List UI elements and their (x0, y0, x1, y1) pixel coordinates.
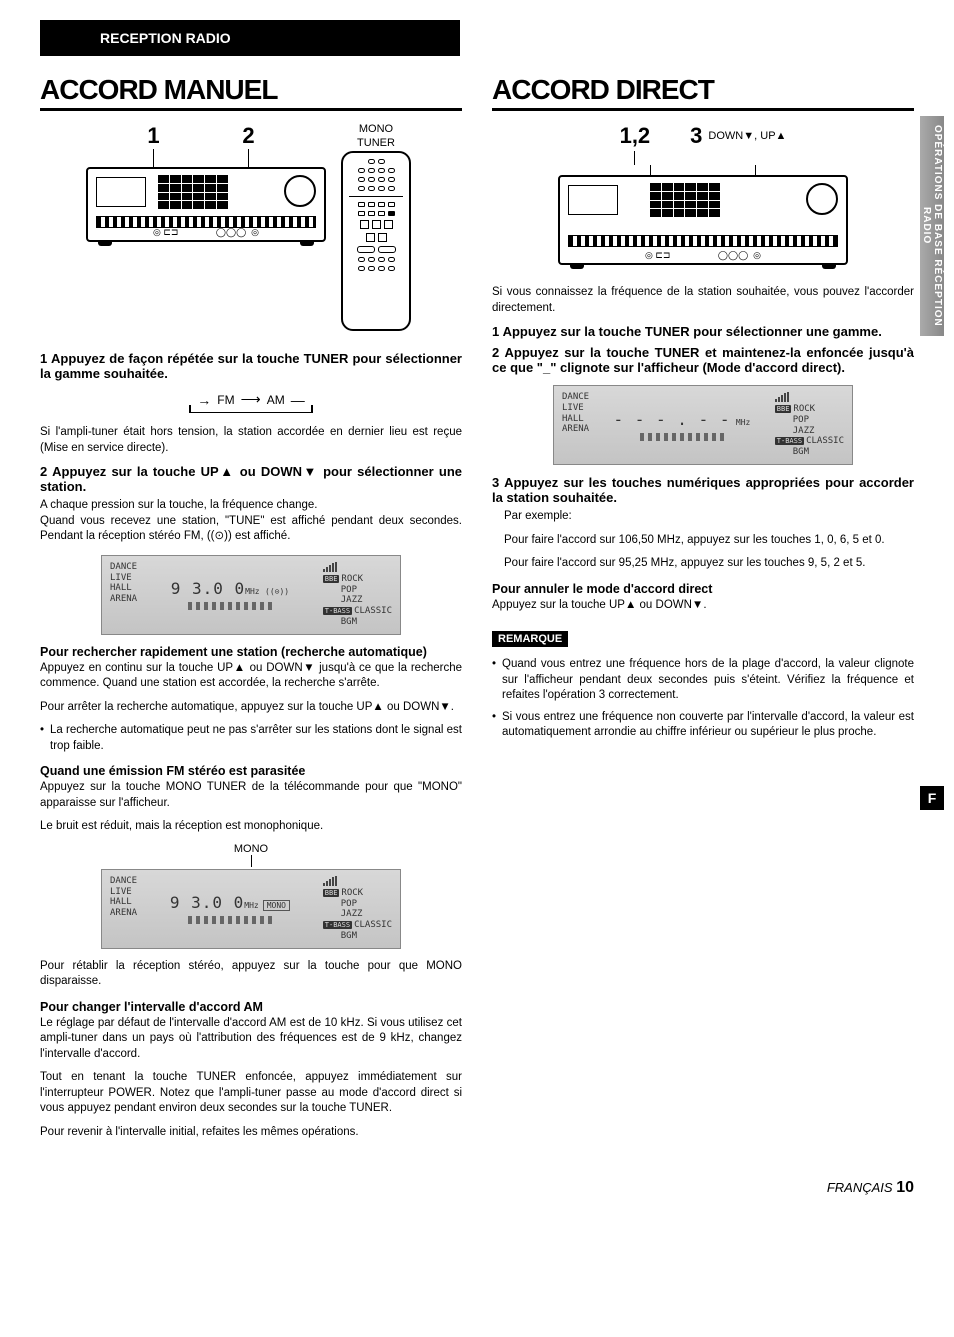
remark-list: Quand vous entrez une fréquence hors de … (492, 657, 914, 741)
fm-body-2: Le bruit est réduit, mais la réception e… (40, 819, 462, 835)
auto-body-2: Pour arrêter la recherche automatique, a… (40, 700, 462, 716)
left-step2-text: Appuyez sur la touche UP▲ ou DOWN▼ pour … (40, 464, 462, 494)
page-columns: OPÉRATIONS DE BASE RÉCEPTION RADIO F ACC… (40, 66, 914, 1149)
left-title: ACCORD MANUEL (40, 74, 462, 106)
right-step-1: 1 Appuyez sur la touche TUNER pour sélec… (492, 324, 914, 339)
right-step-3: 3 Appuyez sur les touches numériques app… (492, 475, 914, 505)
receiver-diagram-right: ◎ ⊏⊐ ◯◯◯ ◎ (558, 175, 848, 265)
left-step2-body: A chaque pression sur la touche, la fréq… (40, 498, 462, 545)
fm-head: Quand une émission FM stéréo est parasit… (40, 764, 462, 778)
auto-body-1: Appuyez en continu sur la touche UP▲ ou … (40, 661, 462, 692)
callout-1: 1 (147, 123, 159, 149)
left-step1-body: Si l'ampli-tuner était hors tension, la … (40, 425, 462, 456)
lcd-panel-right: DANCE LIVE HALL ARENA - - - . - - MHz BB… (553, 385, 853, 465)
right-column: ACCORD DIRECT 1,2 3 DOWN▼, UP▲ ◎ ⊏⊐ ◯◯◯ … (492, 66, 914, 1149)
cancel-body: Appuyez sur la touche UP▲ ou DOWN▼. (492, 598, 914, 614)
receiver-diagram: ◎ ⊏⊐ ◯◯◯ ◎ (86, 167, 326, 242)
right-figure: 1,2 3 DOWN▼, UP▲ ◎ ⊏⊐ ◯◯◯ ◎ (558, 123, 848, 265)
left-figure: 1 2 ◎ ⊏⊐ ◯◯◯ ◎ MONO TUNER (40, 123, 462, 331)
auto-bullet: La recherche automatique peut ne pas s'a… (40, 723, 462, 754)
left-step1-text: Appuyez de façon répétée sur la touche T… (40, 351, 462, 381)
section-header: RECEPTION RADIO (40, 20, 460, 56)
remark-b1: Quand vous entrez une fréquence hors de … (492, 657, 914, 704)
mono-callout: MONO (40, 843, 462, 867)
step3-ex1: Pour faire l'accord sur 106,50 MHz, appu… (504, 533, 914, 549)
lcd-panel-1: DANCE LIVE HALL ARENA 9 3.0 0MHz ((⊙)) B… (101, 555, 401, 635)
left-column: ACCORD MANUEL 1 2 ◎ ⊏⊐ ◯◯◯ ◎ (40, 66, 462, 1149)
lcd-panel-2: DANCE LIVE HALL ARENA 9 3.0 0MHzMONO BBE… (101, 869, 401, 949)
left-step-2: 2 Appuyez sur la touche UP▲ ou DOWN▼ pou… (40, 464, 462, 494)
step3-ex2: Pour faire l'accord sur 95,25 MHz, appuy… (504, 556, 914, 572)
callout-2: 2 (242, 123, 254, 149)
left-step-1: 1 Appuyez de façon répétée sur la touche… (40, 351, 462, 381)
am-body-1: Le réglage par défaut de l'intervalle d'… (40, 1016, 462, 1063)
remote-label-mono: MONO (336, 123, 416, 135)
remote-diagram (341, 151, 411, 331)
fm-body-1: Appuyez sur la touche MONO TUNER de la t… (40, 780, 462, 811)
am-body-3: Pour revenir à l'intervalle initial, ref… (40, 1125, 462, 1141)
auto-search-head: Pour rechercher rapidement une station (… (40, 645, 462, 659)
fm-body-3: Pour rétablir la réception stéréo, appuy… (40, 959, 462, 990)
remark-label: REMARQUE (492, 631, 568, 647)
right-title: ACCORD DIRECT (492, 74, 914, 106)
page-footer: FRANÇAIS 10 (40, 1179, 914, 1197)
right-intro: Si vous connaissez la fréquence de la st… (492, 285, 914, 316)
step3-ex-label: Par exemple: (504, 509, 914, 525)
remark-b2: Si vous entrez une fréquence non couvert… (492, 710, 914, 741)
right-step-2: 2 Appuyez sur la touche TUNER et mainten… (492, 345, 914, 375)
am-body-2: Tout en tenant la touche TUNER enfoncée,… (40, 1070, 462, 1117)
side-language-badge: F (920, 786, 944, 810)
remote-label-tuner: TUNER (336, 137, 416, 149)
fm-am-cycle: → FM ⟶ AM ― (40, 391, 462, 413)
am-head: Pour changer l'intervalle d'accord AM (40, 1000, 462, 1014)
cancel-head: Pour annuler le mode d'accord direct (492, 582, 914, 596)
side-tab: OPÉRATIONS DE BASE RÉCEPTION RADIO (920, 116, 944, 336)
